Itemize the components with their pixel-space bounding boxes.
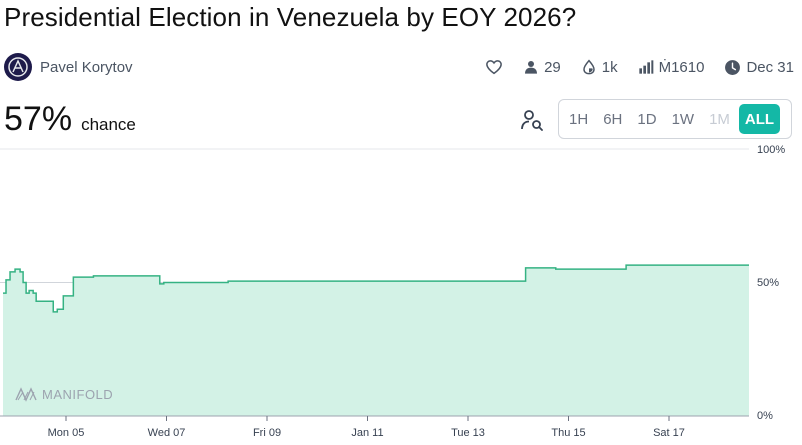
liquidity-stat: 1k [581, 59, 618, 76]
like-button[interactable] [485, 58, 503, 76]
probability-display: 57% chance [4, 100, 136, 139]
x-tick-label: Thu 15 [551, 427, 586, 439]
droplet-icon [583, 59, 595, 75]
time-range-1h[interactable]: 1H [569, 110, 589, 128]
watermark-text: MANIFOLD [42, 386, 114, 402]
time-range-all[interactable]: ALL [738, 104, 781, 134]
probability-line [3, 264, 749, 313]
probability-label: chance [81, 115, 136, 134]
creator-link[interactable]: Pavel Korytov [4, 53, 133, 81]
traders-stat: 29 [523, 59, 561, 76]
close-date-stat: Dec 31 [724, 59, 794, 76]
y-tick-label: 50% [757, 277, 780, 289]
time-range-1w[interactable]: 1W [671, 110, 695, 128]
time-range-selector: 1H 6H 1D 1W 1M ALL [558, 99, 792, 139]
probability-chart[interactable] [0, 140, 802, 445]
y-tick-label: 0% [757, 410, 773, 422]
market-title: Presidential Election in Venezuela by EO… [4, 2, 577, 32]
x-tick-label: Fri 09 [252, 427, 282, 439]
x-tick-label: Sat 17 [653, 427, 685, 439]
avatar-emblem-icon [5, 54, 31, 80]
manifold-logo-icon [15, 387, 37, 402]
heart-icon [486, 60, 502, 75]
x-tick-label: Mon 05 [47, 427, 85, 439]
close-date-value: Dec 31 [746, 58, 794, 76]
volume-stat: Ṁ1610 [638, 58, 705, 76]
clock-icon [725, 59, 741, 75]
x-tick-label: Jan 11 [351, 427, 384, 439]
creator-name[interactable]: Pavel Korytov [40, 58, 133, 76]
liquidity-value: 1k [601, 58, 618, 76]
y-tick-label: 100% [757, 144, 786, 156]
probability-value: 57% [4, 100, 73, 138]
probability-area [3, 265, 749, 416]
market-stats: 29 1k Ṁ1610 Dec 31 [465, 56, 794, 78]
traders-count: 29 [544, 58, 561, 76]
user-search-icon[interactable] [520, 108, 544, 132]
user-icon [525, 61, 538, 74]
x-tick-label: Tue 13 [451, 427, 485, 439]
time-range-1m: 1M [709, 110, 730, 128]
bar-chart-icon [638, 60, 653, 74]
avatar[interactable] [4, 53, 32, 81]
time-range-1d[interactable]: 1D [637, 110, 657, 128]
x-tick-label: Wed 07 [147, 427, 186, 439]
manifold-watermark: MANIFOLD [15, 386, 113, 402]
time-range-6h[interactable]: 6H [603, 110, 623, 128]
volume-value: Ṁ1610 [658, 58, 705, 76]
